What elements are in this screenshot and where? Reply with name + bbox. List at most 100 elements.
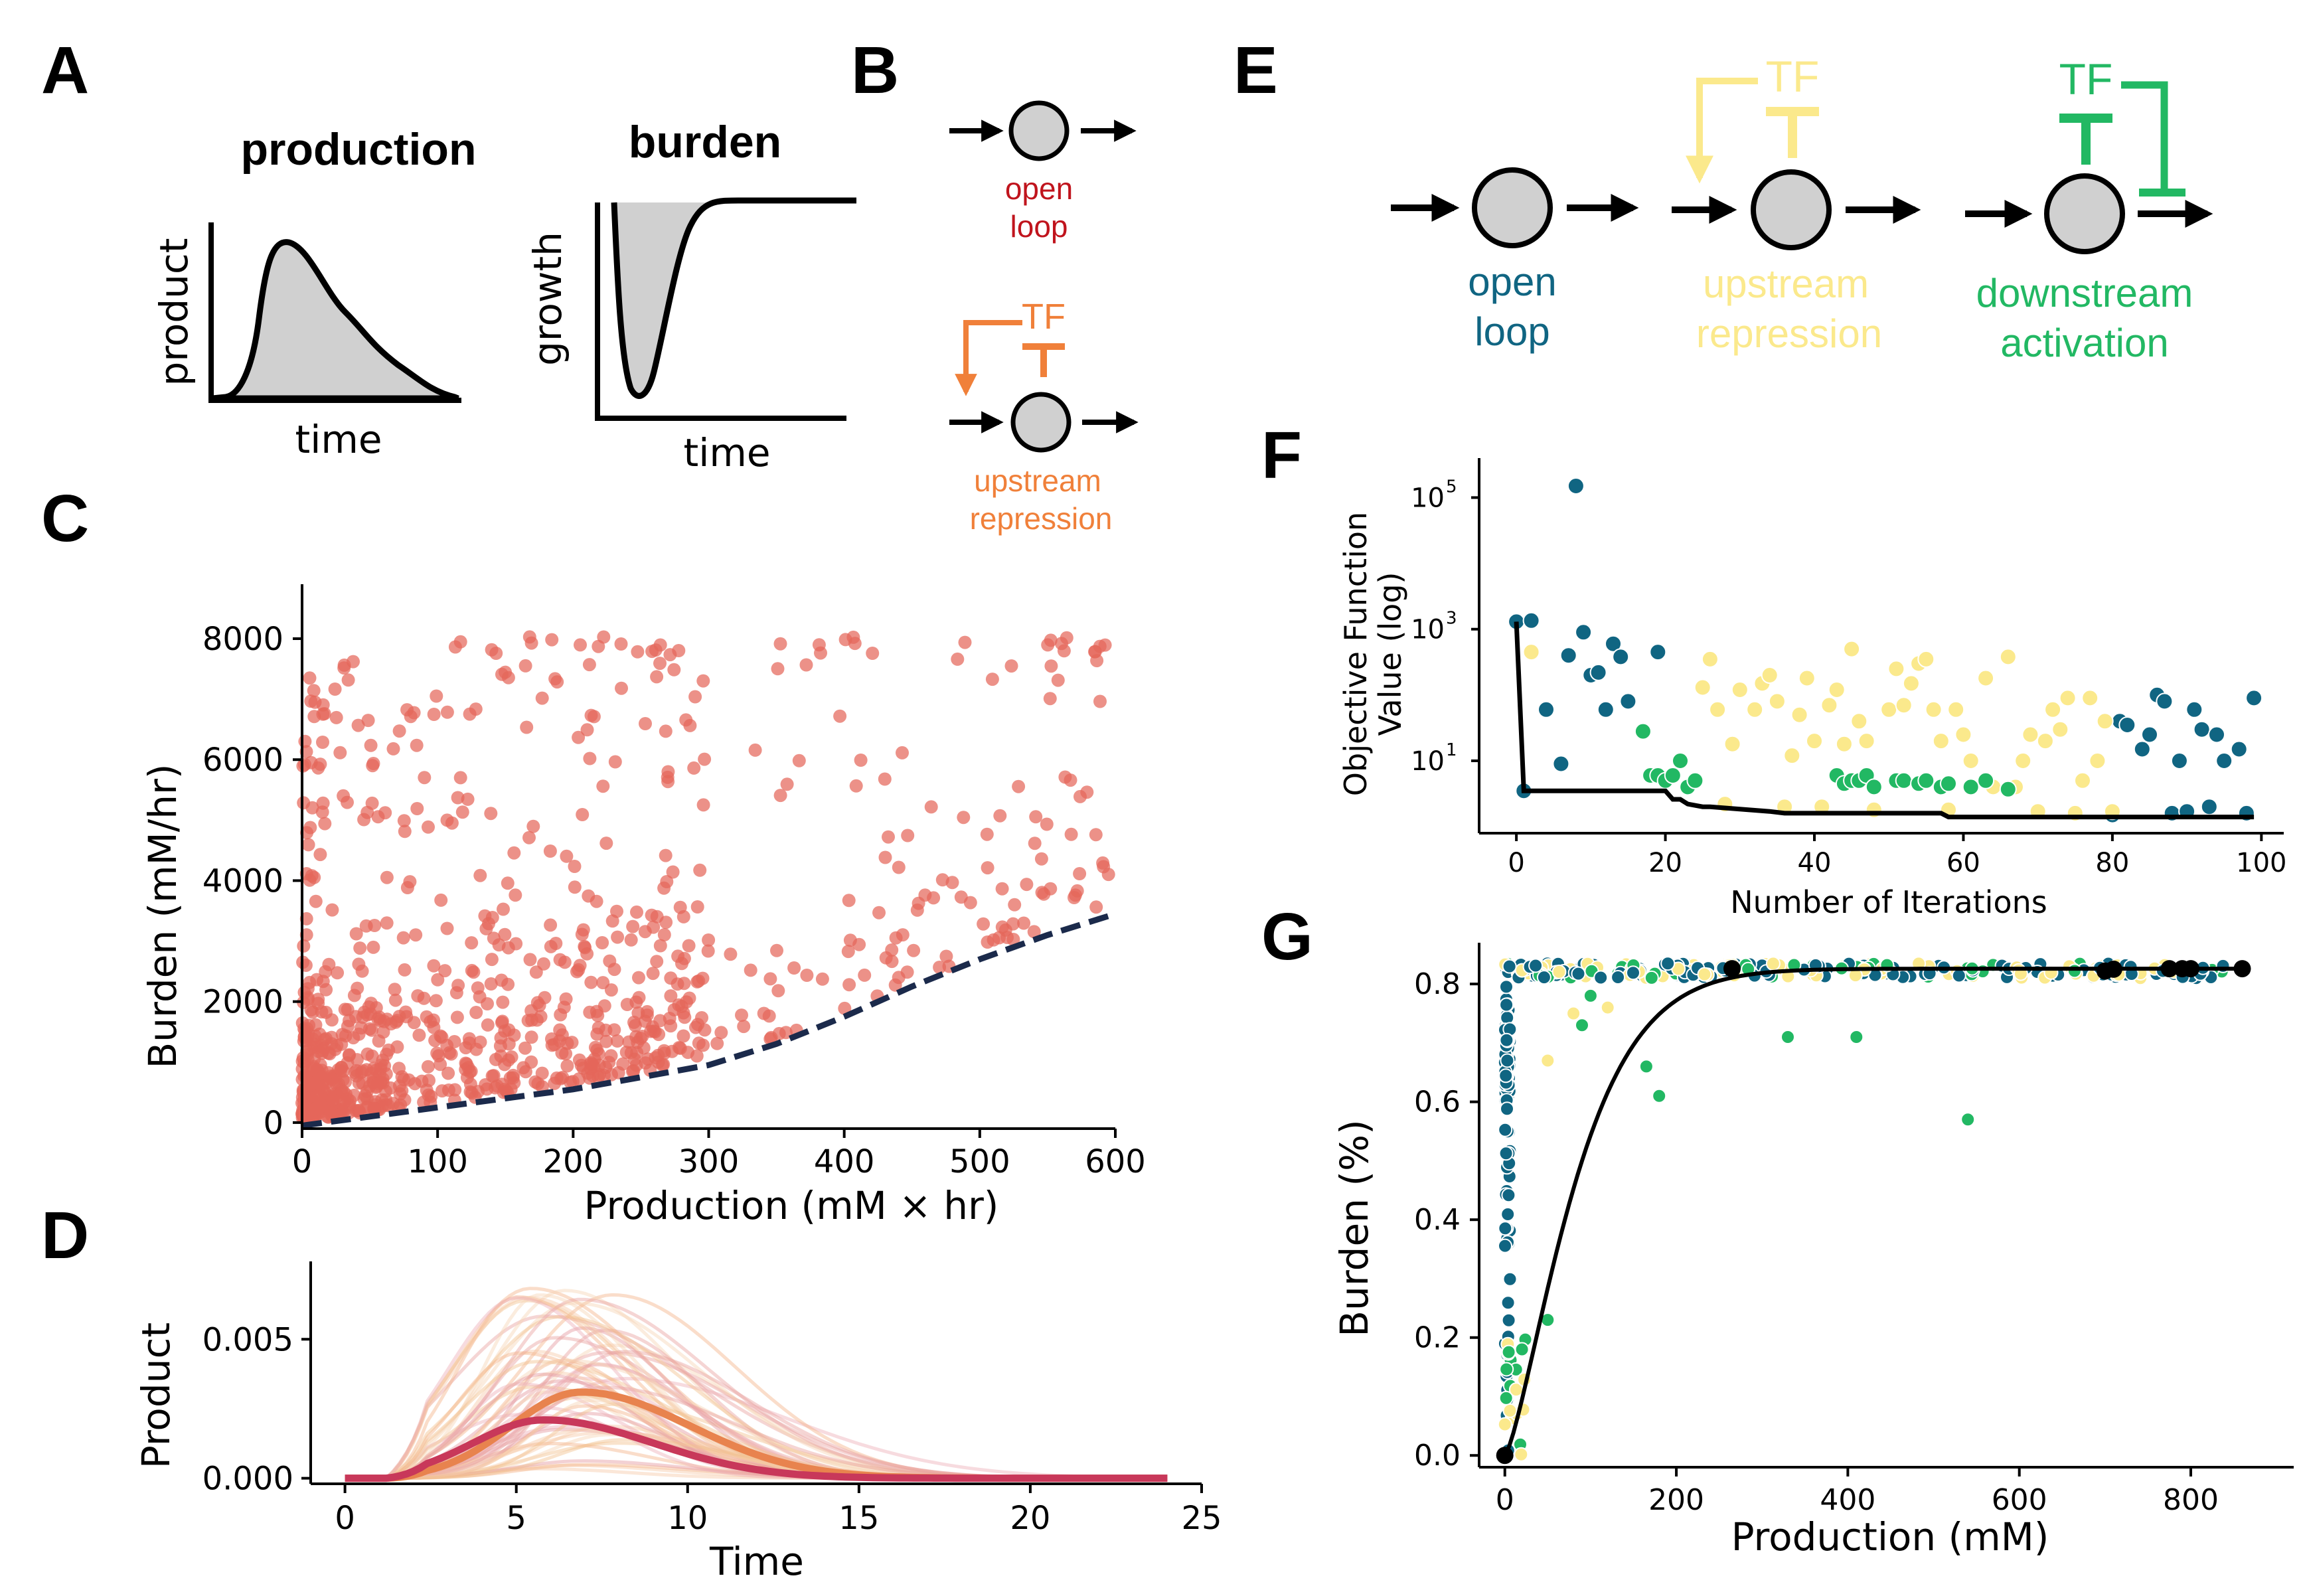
chart-c-point xyxy=(1029,810,1043,824)
chart-c-point xyxy=(866,647,880,660)
chart-c-point xyxy=(854,754,868,767)
chart-c-point xyxy=(935,873,949,887)
chart-c-point xyxy=(301,993,315,1006)
chart-g-point-blue xyxy=(1498,1068,1514,1083)
chart-f-x-label: Number of Iterations xyxy=(1730,884,2047,920)
chart-c-point xyxy=(1004,659,1018,673)
chart-c-point xyxy=(484,977,498,991)
chart-g-ytick-label: 0.0 xyxy=(1414,1439,1461,1473)
chart-f-point xyxy=(2185,700,2203,718)
chart-f-point xyxy=(1954,726,1972,744)
chart-c-point xyxy=(878,772,892,786)
chart-c-point xyxy=(524,1030,538,1044)
chart-c-point xyxy=(371,1012,385,1026)
chart-f-point xyxy=(1790,706,1808,724)
e-open-node xyxy=(1472,167,1553,248)
chart-c-point xyxy=(398,963,412,977)
chart-f-point xyxy=(1880,700,1898,718)
chart-c-point xyxy=(331,966,345,980)
chart-g-point-low xyxy=(1497,1417,1512,1432)
chart-c-point xyxy=(498,927,512,941)
chart-c-point xyxy=(371,810,385,824)
chart-c-ytick-label: 4000 xyxy=(202,862,283,900)
e-down-label-2: activation xyxy=(2000,321,2168,365)
chart-c-point xyxy=(647,920,661,934)
chart-c-point xyxy=(695,1011,708,1024)
chart-c-point xyxy=(430,689,443,703)
chart-c-point xyxy=(440,705,454,719)
chart-c-point xyxy=(596,779,610,793)
chart-g-point-band xyxy=(1626,965,1640,981)
chart-c-point xyxy=(462,1032,476,1046)
chart-c-point xyxy=(639,717,652,730)
chart-c-point xyxy=(534,1010,548,1024)
chart-c-point xyxy=(555,1046,569,1060)
chart-f-point xyxy=(1589,663,1607,681)
chart-c-point xyxy=(409,928,423,942)
chart-c-point xyxy=(1089,900,1103,914)
chart-c-point xyxy=(576,923,590,937)
e-up-label-2: repression xyxy=(1696,311,1882,356)
chart-c-point xyxy=(653,939,667,953)
chart-c-point xyxy=(1068,888,1082,902)
chart-c-point xyxy=(440,1038,454,1052)
chart-d-lines xyxy=(345,1287,1168,1482)
chart-c-point xyxy=(507,1068,520,1082)
chart-c-point xyxy=(440,921,454,935)
chart-c-point xyxy=(427,708,441,721)
chart-f-ytick-base: 10 xyxy=(1411,746,1445,777)
chart-c-point xyxy=(858,968,872,982)
chart-c-point xyxy=(501,876,515,890)
chart-c-point xyxy=(1008,898,1022,912)
chart-f-point xyxy=(1947,700,1965,718)
chart-c-point xyxy=(303,1079,317,1093)
production-axes xyxy=(208,222,461,403)
panel-label-g: G xyxy=(1261,900,1313,974)
chart-c-point xyxy=(305,801,319,815)
chart-f-y-label-1: Objective Function xyxy=(1338,512,1374,796)
chart-f-point xyxy=(1887,660,1905,678)
chart-f-point xyxy=(1977,771,1995,789)
chart-g-point-green xyxy=(1575,1018,1589,1033)
chart-c-point xyxy=(469,1006,483,1019)
chart-c-point xyxy=(378,1059,392,1073)
chart-c-point xyxy=(418,771,432,785)
chart-c-point xyxy=(463,707,477,721)
chart-f-point xyxy=(1709,700,1727,718)
chart-g-pareto-point xyxy=(2182,960,2199,978)
chart-f-point xyxy=(1843,640,1861,658)
chart-c-point xyxy=(661,770,675,784)
chart-f-point xyxy=(1649,643,1667,661)
chart-c-point xyxy=(885,943,899,957)
chart-f-xtick-label: 20 xyxy=(1648,848,1682,878)
chart-c-point xyxy=(1055,637,1068,651)
chart-g-point-blue xyxy=(1500,1295,1516,1311)
chart-c-point xyxy=(701,944,715,958)
chart-c-point xyxy=(298,734,312,748)
chart-c-point xyxy=(403,875,417,889)
chart-c-point xyxy=(1041,638,1055,652)
chart-f-ytick-exponent: 1 xyxy=(1446,740,1457,760)
chart-f-point xyxy=(1686,771,1704,789)
chart-c-ytick-label: 6000 xyxy=(202,742,283,779)
chart-c-point xyxy=(558,955,572,969)
chart-c-point xyxy=(424,1089,438,1103)
chart-c-point xyxy=(657,881,671,895)
chart-d-y-label: Product xyxy=(133,1322,179,1469)
chart-c-point xyxy=(748,743,762,757)
chart-g-pareto-points xyxy=(1496,960,2251,1465)
chart-c-point xyxy=(833,709,847,723)
chart-c-point xyxy=(545,633,559,647)
chart-c-point xyxy=(495,1077,509,1091)
chart-g-point-yellow xyxy=(1566,1006,1581,1021)
chart-c-point xyxy=(627,1015,641,1029)
chart-c-point xyxy=(849,779,863,793)
chart-g-point-blue xyxy=(1501,1313,1516,1328)
chart-c-point xyxy=(441,1083,455,1097)
chart-f-xtick-label: 40 xyxy=(1798,848,1832,878)
chart-c-point xyxy=(572,1072,586,1086)
chart-c-point xyxy=(615,681,628,695)
chart-c-point xyxy=(509,888,522,902)
chart-c-point xyxy=(1035,886,1049,900)
chart-g-point-band xyxy=(1660,956,1676,971)
